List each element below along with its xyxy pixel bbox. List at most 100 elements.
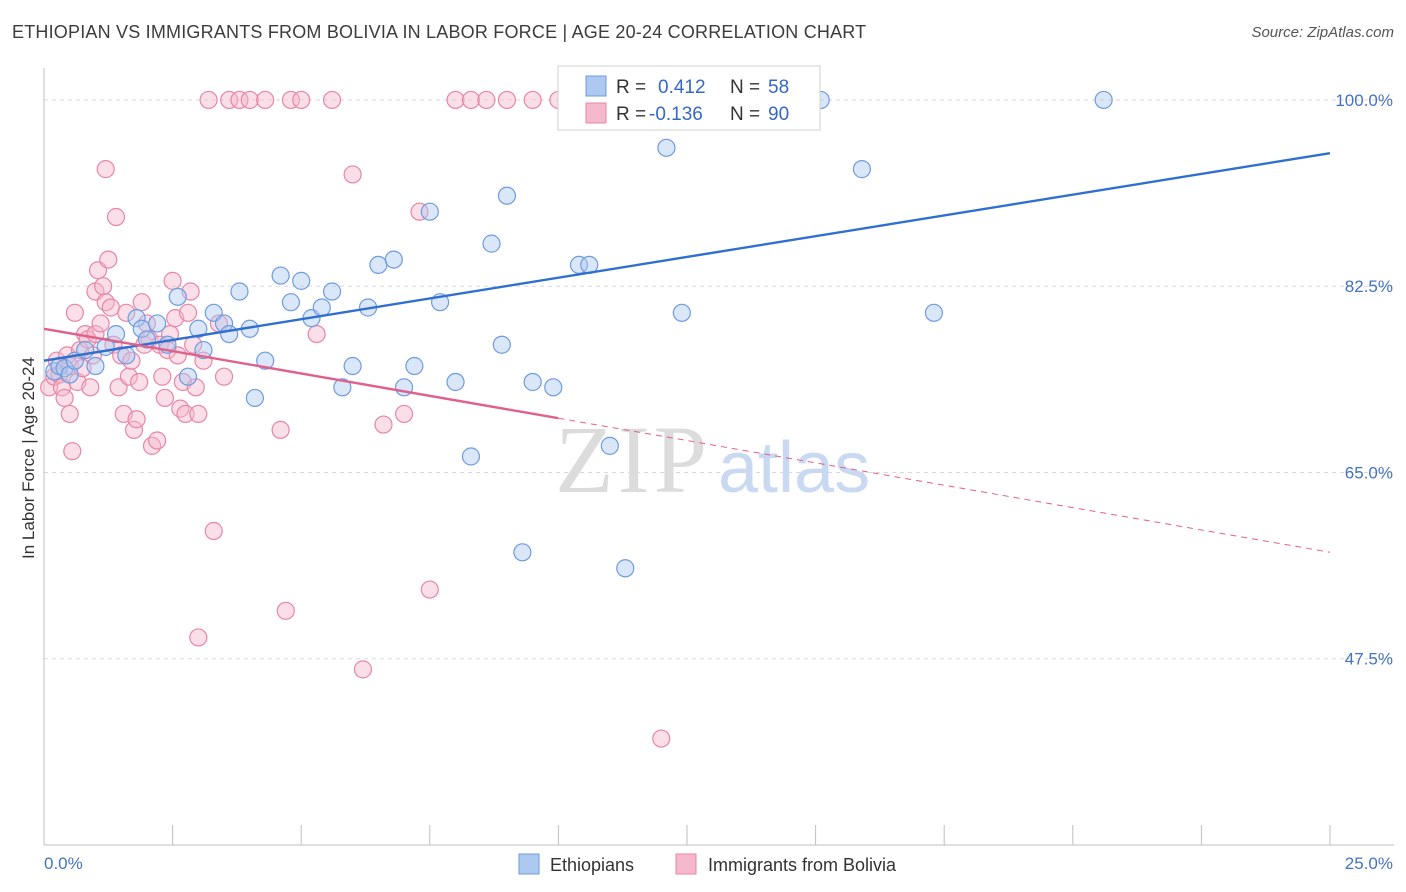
- legend-n-label-2: N =: [730, 104, 760, 125]
- point-pink-49: [163, 271, 182, 290]
- series-ethiopians: [45, 90, 1113, 578]
- bottom-legend-ethiopians: Ethiopians: [550, 855, 634, 875]
- point-pink-69: [256, 90, 275, 110]
- axes: [43, 68, 1394, 846]
- point-pink-67: [230, 90, 249, 110]
- point-pink-38: [132, 293, 151, 312]
- point-pink-59: [189, 628, 208, 647]
- watermark-atlas: atlas: [718, 428, 870, 508]
- point-pink-68: [240, 90, 259, 110]
- point-pink-36: [127, 410, 146, 429]
- x-tick-label-1: 25.0%: [1345, 854, 1393, 873]
- point-pink-84: [477, 90, 496, 110]
- point-pink-5: [55, 388, 74, 408]
- point-blue-33: [343, 356, 362, 376]
- point-blue-0: [45, 362, 64, 381]
- point-blue-30: [312, 298, 331, 317]
- point-pink-30: [112, 346, 131, 365]
- point-blue-8: [106, 324, 126, 344]
- point-pink-37: [130, 372, 149, 392]
- y-tick-label-1: 65.0%: [1345, 463, 1393, 482]
- point-blue-27: [281, 293, 301, 312]
- point-blue-45: [497, 186, 517, 205]
- y-tick-label-3: 100.0%: [1335, 91, 1393, 110]
- point-blue-48: [544, 378, 563, 397]
- legend-swatch-pink: [585, 102, 607, 124]
- point-pink-74: [307, 324, 326, 344]
- point-pink-45: [153, 367, 172, 386]
- trend-blue: [43, 151, 1331, 362]
- point-blue-25: [256, 351, 275, 370]
- point-pink-32: [117, 303, 136, 322]
- point-blue-39: [420, 202, 439, 221]
- point-blue-36: [384, 250, 403, 269]
- point-blue-44: [492, 335, 511, 354]
- legend-r-value-1: 0.412: [658, 77, 706, 98]
- y-tick-label-0: 47.5%: [1345, 650, 1393, 669]
- point-blue-38: [405, 356, 424, 376]
- trend-pink-solid: [43, 327, 559, 420]
- point-pink-35: [124, 420, 144, 439]
- point-pink-22: [94, 277, 113, 296]
- point-pink-76: [343, 165, 362, 184]
- point-blue-47: [523, 372, 542, 392]
- point-pink-88: [652, 729, 671, 748]
- point-blue-24: [245, 388, 265, 408]
- watermark-zip: ZIP: [555, 406, 711, 513]
- point-pink-16: [81, 378, 100, 397]
- legend-n-label-1: N =: [730, 77, 760, 98]
- point-pink-77: [353, 660, 373, 679]
- legend-r-value-2: -0.136: [649, 104, 703, 125]
- legend-r-label-2: R =: [616, 104, 646, 125]
- bottom-legend-swatch-ethiopians: [518, 853, 540, 875]
- point-blue-52: [616, 559, 635, 578]
- point-pink-66: [220, 90, 239, 110]
- x-tick-label-0: 0.0%: [44, 854, 83, 873]
- bottom-legend-bolivia: Immigrants from Bolivia: [708, 855, 897, 875]
- point-pink-25: [99, 250, 118, 269]
- point-blue-35: [369, 255, 388, 275]
- point-blue-6: [86, 356, 105, 376]
- point-pink-75: [322, 90, 342, 110]
- point-blue-3: [60, 365, 79, 384]
- point-pink-42: [142, 436, 162, 455]
- point-blue-16: [178, 367, 198, 386]
- point-pink-78: [374, 415, 393, 434]
- point-pink-81: [420, 580, 439, 599]
- point-blue-31: [322, 282, 342, 301]
- legend-n-value-2: 90: [768, 104, 789, 125]
- point-blue-46: [513, 543, 532, 562]
- point-pink-54: [176, 404, 195, 424]
- point-blue-21: [220, 324, 239, 344]
- point-blue-22: [230, 282, 249, 301]
- y-axis-label: In Labor Force | Age 20-24: [19, 357, 38, 559]
- point-blue-26: [271, 266, 290, 285]
- point-pink-63: [204, 521, 223, 541]
- point-pink-26: [101, 298, 120, 317]
- point-pink-80: [410, 202, 429, 221]
- point-pink-83: [461, 90, 481, 110]
- point-blue-51: [600, 436, 619, 455]
- point-blue-32: [333, 378, 352, 397]
- point-pink-34: [122, 351, 141, 370]
- point-blue-13: [148, 314, 167, 333]
- point-pink-86: [523, 90, 542, 110]
- point-pink-70: [271, 420, 290, 439]
- point-pink-72: [281, 90, 301, 110]
- legend-n-value-1: 58: [768, 77, 789, 98]
- point-pink-43: [148, 431, 167, 450]
- point-pink-33: [119, 367, 138, 386]
- point-blue-56: [852, 160, 871, 179]
- point-pink-21: [91, 314, 110, 333]
- point-pink-8: [60, 404, 79, 424]
- point-pink-73: [292, 90, 311, 110]
- point-blue-28: [292, 271, 311, 290]
- trend-lines: [43, 151, 1331, 553]
- chart-title: ETHIOPIAN VS IMMIGRANTS FROM BOLIVIA IN …: [12, 22, 867, 42]
- source-label: Source: ZipAtlas.com: [1251, 24, 1394, 41]
- point-blue-10: [127, 309, 146, 328]
- point-blue-54: [672, 303, 691, 322]
- point-pink-23: [96, 293, 115, 312]
- point-pink-71: [276, 601, 295, 620]
